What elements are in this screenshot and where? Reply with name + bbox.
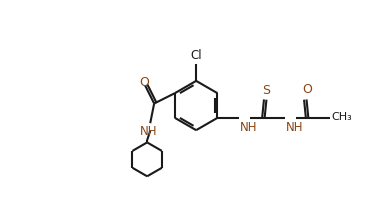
Text: NH: NH [286,121,303,134]
Text: CH₃: CH₃ [332,112,352,122]
Text: O: O [139,76,149,89]
Text: NH: NH [240,121,257,134]
Text: NH: NH [140,126,157,138]
Text: O: O [302,83,312,96]
Text: S: S [262,84,270,97]
Text: Cl: Cl [190,49,202,62]
